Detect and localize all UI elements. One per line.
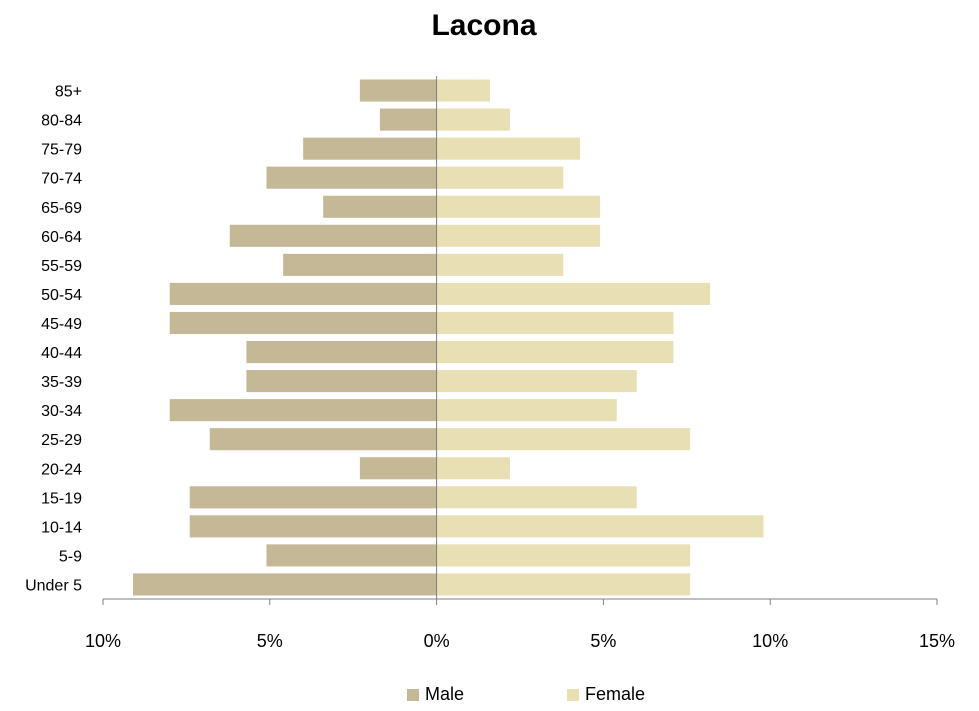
bar-male-45-49: [169, 311, 437, 335]
bar-female-65-69: [436, 195, 601, 218]
category-label: 50-54: [41, 287, 82, 304]
category-label: 10-14: [41, 519, 82, 536]
legend: Male Female: [407, 684, 645, 704]
bar-female-60-64: [436, 224, 601, 247]
bar-male-35-39: [246, 370, 437, 393]
bar-male-5-9: [266, 544, 437, 567]
category-label: 5-9: [59, 548, 82, 565]
bar-male-55-59: [283, 253, 437, 276]
axes: 10% 5% 0% 5% 10% 15%: [85, 76, 955, 651]
bar-male-70-74: [266, 166, 437, 189]
category-label: 25-29: [41, 432, 82, 449]
chart-title: Lacona: [431, 9, 536, 42]
category-label: 75-79: [41, 142, 82, 159]
x-tick-label: 10%: [85, 631, 121, 651]
bar-female-20-24: [436, 457, 510, 480]
x-tick-label: 10%: [752, 631, 788, 651]
bar-male-60-64: [229, 224, 437, 247]
bar-female-55-59: [436, 253, 564, 276]
legend-female-label: Female: [585, 684, 645, 704]
bar-male-30-34: [169, 399, 437, 422]
category-label: 35-39: [41, 374, 82, 391]
bar-female-70-74: [436, 166, 564, 189]
category-label: 70-74: [41, 171, 82, 188]
category-label: 85+: [55, 84, 82, 101]
x-tick-label: 5%: [257, 631, 283, 651]
bar-male-80-84: [379, 108, 437, 131]
bar-female-5-9: [436, 544, 691, 567]
category-label: 60-64: [41, 229, 82, 246]
legend-male-swatch: [407, 689, 419, 701]
category-label: Under 5: [25, 577, 82, 594]
x-tick-label: 0%: [424, 631, 450, 651]
bar-male-85+: [359, 79, 437, 102]
bar-female-85+: [436, 79, 490, 102]
category-label: 45-49: [41, 316, 82, 333]
bar-male-40-44: [246, 340, 437, 364]
legend-male-label: Male: [425, 684, 464, 704]
category-label: 55-59: [41, 258, 82, 275]
x-tick-label: 5%: [590, 631, 616, 651]
bar-female-50-54: [436, 282, 711, 305]
category-label: 20-24: [41, 461, 82, 478]
bar-female-15-19: [436, 486, 637, 509]
legend-female-swatch: [567, 689, 579, 701]
category-label: 65-69: [41, 200, 82, 217]
bar-female-40-44: [436, 340, 674, 364]
bar-female-75-79: [436, 137, 581, 160]
bar-female-80-84: [436, 108, 510, 131]
bar-male-under-5: [133, 573, 437, 596]
category-label: 30-34: [41, 403, 82, 420]
category-label: 80-84: [41, 113, 82, 130]
bar-female-45-49: [436, 311, 674, 335]
category-label: 40-44: [41, 345, 82, 362]
bar-female-under-5: [436, 573, 691, 596]
category-label: 15-19: [41, 490, 82, 507]
bar-male-15-19: [189, 486, 437, 509]
bar-male-10-14: [189, 515, 437, 538]
bar-male-50-54: [169, 282, 437, 305]
bar-male-65-69: [323, 195, 437, 218]
bars-group: [133, 79, 764, 596]
category-labels: Under 5 5-9 10-14 15-19 20-24 25-29 30-34 35-39…: [25, 84, 82, 595]
bar-male-25-29: [209, 428, 437, 451]
bar-female-35-39: [436, 370, 637, 393]
bar-female-30-34: [436, 399, 617, 422]
bar-male-75-79: [303, 137, 437, 160]
bar-male-20-24: [359, 457, 437, 480]
bar-female-25-29: [436, 428, 691, 451]
x-tick-label: 15%: [919, 631, 955, 651]
bar-female-10-14: [436, 515, 764, 538]
